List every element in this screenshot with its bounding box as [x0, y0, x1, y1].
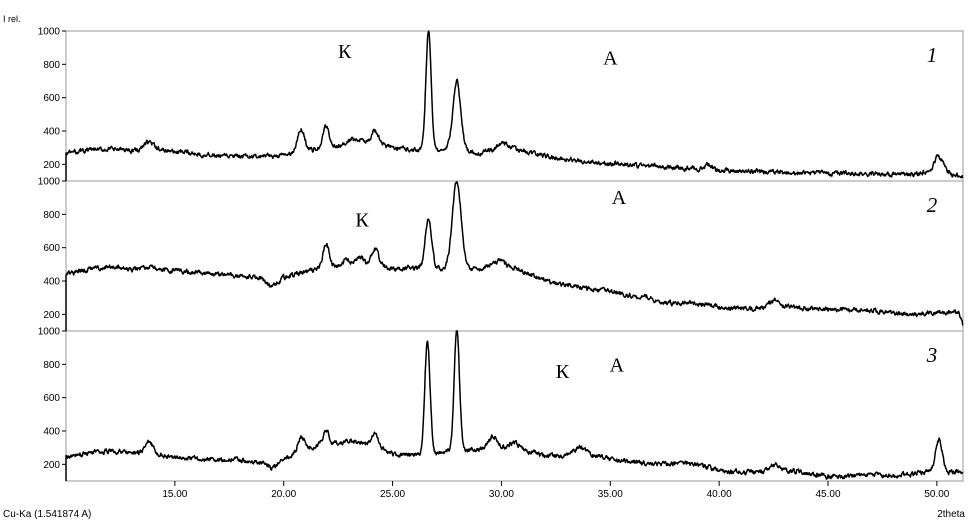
series-line-1 [66, 31, 963, 181]
y-tick-label: 800 [43, 360, 60, 371]
phase-annotation: А [612, 187, 627, 209]
y-tick-label: 600 [43, 393, 60, 404]
y-tick-label: 200 [43, 460, 60, 471]
phase-annotation: А [610, 354, 625, 376]
phase-annotation: К [355, 209, 369, 231]
trace-layer [66, 31, 963, 481]
y-tick-label: 1000 [38, 177, 61, 188]
y-tick-label: 200 [43, 160, 60, 171]
y-tick-label: 200 [43, 310, 60, 321]
phase-annotation: К [338, 41, 352, 63]
plot-frame [66, 31, 963, 481]
x-axis-title: 2theta [937, 509, 965, 520]
series-line-3 [66, 331, 963, 481]
phase-annotation: К [556, 361, 570, 383]
y-tick-label: 1000 [38, 327, 61, 338]
y-tick-label: 1000 [38, 27, 61, 38]
panel-number: 2 [927, 193, 938, 217]
y-tick-label: 400 [43, 427, 60, 438]
x-tick-label: 35.00 [598, 489, 623, 500]
y-axis-title: I rel. [3, 14, 21, 24]
x-tick-label: 45.00 [815, 489, 840, 500]
y-tick-label: 600 [43, 243, 60, 254]
y-tick-label: 800 [43, 210, 60, 221]
y-tick-label: 400 [43, 127, 60, 138]
y-tick-layer: 200 400 600 800 1000 200 400 600 800 1000 200 400 60… [38, 27, 66, 471]
series-line-2 [66, 182, 963, 331]
panel-number: 1 [927, 43, 938, 67]
y-tick-label: 800 [43, 60, 60, 71]
x-tick-label: 20.00 [271, 489, 296, 500]
x-tick-label: 40.00 [707, 489, 732, 500]
panel-number: 3 [926, 343, 938, 367]
annotation-layer: К А 1 К А 2 К А 3 [338, 41, 938, 383]
x-tick-layer: 15.00 20.00 25.00 30.00 35.00 40.00 45.00 50.00 [162, 481, 949, 500]
phase-annotation: А [603, 48, 618, 70]
frame-layer [66, 31, 963, 481]
x-tick-label: 50.00 [924, 489, 949, 500]
y-tick-label: 600 [43, 93, 60, 104]
x-tick-label: 30.00 [489, 489, 514, 500]
radiation-label: Cu-Ka (1.541874 A) [3, 509, 91, 520]
x-tick-label: 25.00 [380, 489, 405, 500]
y-tick-label: 400 [43, 277, 60, 288]
x-tick-label: 15.00 [162, 489, 187, 500]
